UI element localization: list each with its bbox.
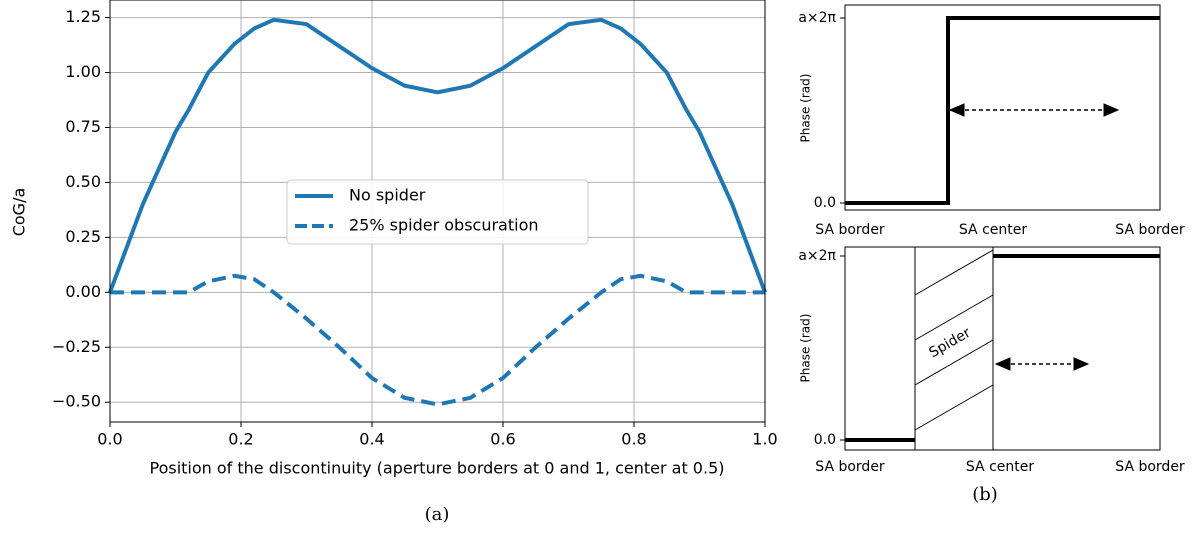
series-line: [110, 273, 765, 407]
panel-b: [840, 4, 1161, 451]
tick-label: SA border: [1115, 459, 1185, 475]
hatch: [914, 249, 994, 431]
y-tick-label: 0.00: [65, 282, 101, 301]
legend-label: No spider: [349, 186, 426, 205]
y-tick-label: 1.25: [65, 7, 101, 26]
caption: (b): [972, 484, 998, 505]
y-tick-label: 0.25: [65, 227, 101, 246]
tick-label: 0.0: [814, 432, 836, 448]
arrow-heads: [948, 103, 1120, 117]
frame: [844, 4, 1161, 211]
y-tick-label: 0.50: [65, 172, 101, 191]
tick-label: SA center: [959, 222, 1027, 238]
tick-label: SA border: [815, 222, 885, 238]
y-tick-label: 1.00: [65, 62, 101, 81]
frame: [844, 246, 1161, 451]
series-line: [108, 17, 767, 294]
arrow-heads: [994, 357, 1090, 371]
y-axis-label: CoG/a: [10, 188, 29, 237]
x-tick-label: 0.6: [490, 430, 515, 449]
tick-label: 0.0: [814, 195, 836, 211]
x-tick-label: 0.2: [228, 430, 253, 449]
x-tick-label: 0.4: [359, 430, 384, 449]
x-tick-label: 0.8: [621, 430, 646, 449]
frame: [109, 0, 766, 423]
step: [845, 16, 1160, 205]
x-tick-label: 1.0: [752, 430, 777, 449]
tick-label: a×2π: [798, 248, 836, 264]
x-axis-label: Position of the discontinuity (aperture …: [150, 459, 725, 478]
tick-label: SA center: [966, 459, 1034, 475]
caption: (a): [425, 504, 450, 525]
tick-label: a×2π: [798, 10, 836, 26]
x-tick-label: 0.0: [97, 430, 122, 449]
y-tick-label: −0.25: [52, 337, 101, 356]
tick-label: SA border: [1115, 222, 1185, 238]
y-tick-label: 0.75: [65, 117, 101, 136]
legend: [286, 179, 589, 245]
y-tick-label: −0.50: [52, 392, 101, 411]
tick-label: SA border: [815, 459, 885, 475]
legend-label: 25% spider obscuration: [349, 216, 539, 235]
axis-label: Phase (rad): [799, 74, 813, 143]
axis-label: Phase (rad): [799, 314, 813, 383]
